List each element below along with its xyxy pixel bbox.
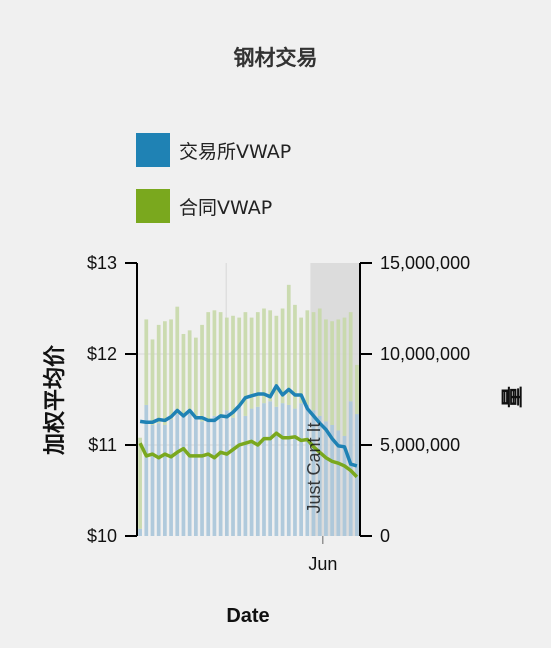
volume-bar-contract: [243, 312, 248, 416]
volume-bar-contract: [193, 337, 198, 416]
volume-bar-exchange: [299, 403, 304, 536]
y-axis-left-title: 加权平均价: [42, 344, 68, 456]
x-tick-label: Jun: [308, 554, 337, 574]
volume-bar-exchange: [305, 404, 310, 536]
volume-bar-contract: [299, 317, 304, 404]
legend-item-exchange-vwap[interactable]: 交易所VWAP: [136, 133, 291, 167]
volume-bar-exchange: [187, 410, 192, 536]
y-tick-right-label: 10,000,000: [380, 344, 470, 364]
volume-bar-contract: [156, 324, 161, 424]
y-tick-right-label: 5,000,000: [380, 435, 460, 455]
volume-bar-exchange: [237, 406, 242, 536]
volume-bar-exchange: [175, 414, 180, 536]
y-axis-right-title: 量: [501, 386, 526, 408]
volume-bar-contract: [324, 319, 328, 422]
volume-bar-exchange: [317, 415, 322, 536]
contract-vwap-line: [138, 431, 359, 479]
exchange-vwap-line: [139, 384, 358, 468]
volume-bar-exchange: [330, 424, 334, 536]
volume-bar-contract: [200, 324, 204, 422]
volume-bar-exchange: [255, 406, 260, 536]
volume-bar-contract: [212, 310, 217, 416]
volume-bar-exchange: [274, 406, 279, 536]
volume-bar-contract: [348, 312, 353, 402]
volume-bar-contract: [187, 330, 192, 411]
volume-bar-contract: [237, 317, 242, 407]
volume-bar-contract: [274, 315, 279, 407]
annotation-text: Just Cant It: [304, 422, 324, 513]
volume-bar-exchange: [342, 435, 347, 536]
legend-item-contract-vwap[interactable]: 合同VWAP: [136, 189, 272, 223]
volume-bar-exchange: [169, 419, 173, 536]
volume-bar-exchange: [212, 415, 217, 536]
volume-bar-contract: [330, 321, 334, 425]
volume-bar-contract: [175, 306, 180, 415]
volume-bar-contract: [249, 317, 254, 409]
volume-bar-exchange: [138, 528, 142, 536]
volume-bar-exchange: [268, 401, 273, 536]
volume-bar-contract: [150, 339, 155, 425]
volume-bar-exchange: [231, 417, 235, 536]
volume-bar-exchange: [280, 403, 285, 536]
volume-bar-exchange: [206, 419, 211, 536]
volume-bar-contract: [163, 321, 167, 425]
legend-swatch-exchange-vwap: [136, 133, 170, 167]
volume-bar-contract: [262, 308, 266, 404]
legend-swatch-contract-vwap: [136, 189, 170, 223]
volume-bar-contract: [224, 317, 229, 411]
volume-bar-exchange: [156, 423, 161, 536]
volume-bar-contract: [268, 310, 273, 402]
volume-bar-exchange: [324, 421, 328, 536]
volume-bar-contract: [293, 304, 297, 409]
volume-bar-contract: [280, 308, 285, 404]
volume-bar-contract: [144, 319, 149, 405]
volume-bar-contract: [342, 317, 347, 436]
volume-bar-exchange: [249, 408, 254, 536]
volume-bar-contract: [138, 437, 142, 529]
volume-bar-contract: [169, 319, 173, 420]
y-tick-left-label: $13: [87, 253, 117, 273]
legend-label-exchange-vwap: 交易所VWAP: [179, 140, 292, 163]
volume-bar-exchange: [193, 415, 198, 536]
y-tick-left-label: $10: [87, 526, 117, 546]
volume-bar-exchange: [144, 404, 149, 536]
y-tick-right-label: 0: [380, 526, 390, 546]
y-tick-left-label: $12: [87, 344, 117, 364]
y-tick-right-label: 15,000,000: [380, 253, 470, 273]
volume-bar-contract: [181, 333, 186, 416]
volume-bar-exchange: [243, 415, 248, 536]
volume-bar-exchange: [293, 408, 297, 536]
volume-bar-exchange: [150, 424, 155, 536]
volume-bar-exchange: [218, 415, 223, 536]
volume-bar-contract: [305, 310, 310, 405]
legend-label-contract-vwap: 合同VWAP: [179, 196, 273, 219]
volume-bar-contract: [231, 315, 235, 418]
volume-bar-contract: [317, 308, 322, 416]
volume-bar-exchange: [224, 410, 229, 536]
volume-bar-contract: [286, 284, 291, 405]
volume-bar-contract: [206, 312, 211, 420]
volume-bar-contract: [218, 312, 223, 416]
chart-title: 钢材交易: [233, 46, 318, 70]
volume-bar-exchange: [311, 410, 316, 536]
volume-bar-contract: [355, 364, 359, 415]
volume-bar-exchange: [286, 404, 291, 536]
volume-bar-contract: [311, 312, 316, 411]
y-tick-left-label: $11: [88, 435, 117, 455]
volume-bar-exchange: [262, 403, 266, 536]
volume-bar-contract: [336, 319, 341, 431]
volume-bar-exchange: [336, 430, 341, 536]
volume-bar-exchange: [181, 415, 186, 536]
volume-bar-exchange: [163, 424, 167, 536]
volume-bar-exchange: [200, 421, 204, 536]
volume-bar-contract: [255, 312, 260, 407]
x-axis-title: Date: [226, 605, 269, 627]
